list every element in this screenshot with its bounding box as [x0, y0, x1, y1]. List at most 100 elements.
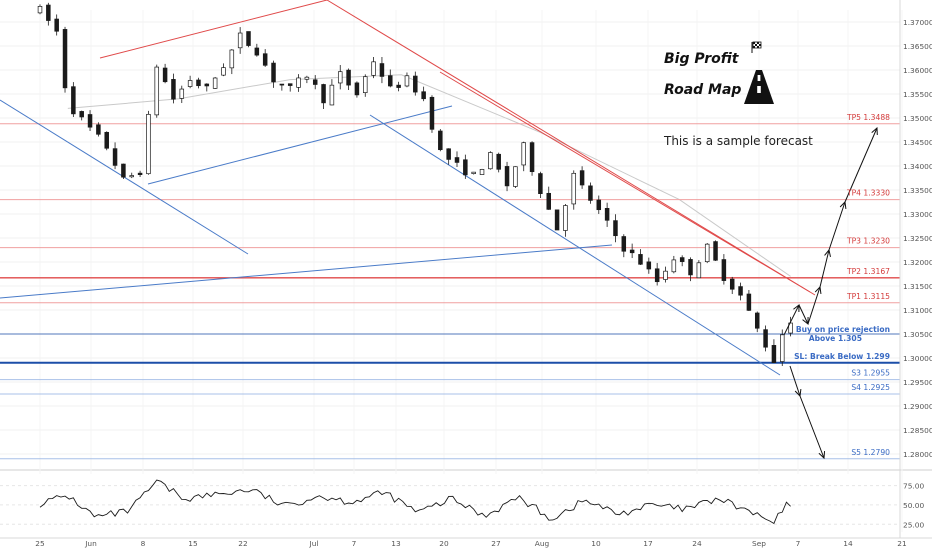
candle-body [713, 241, 718, 261]
candle-body [771, 345, 777, 364]
candle-body [546, 192, 551, 210]
candle-body [296, 77, 301, 88]
candle-body [354, 82, 360, 96]
candle-body [304, 76, 310, 80]
level-label-tp5: TP5 1.3488 [846, 113, 890, 122]
candle-body [46, 4, 51, 21]
rsi-series-line [39, 479, 791, 525]
candle-body [262, 53, 268, 66]
candle-body [663, 270, 668, 280]
trendline [0, 244, 613, 299]
price-chart-pane[interactable]: TP5 1.3488 TP4 1.3330 TP3 1.3230 TP2 1.3167… [0, 0, 932, 532]
candle-body [413, 75, 418, 93]
level-label-s5: S5 1.2790 [851, 448, 890, 457]
candle-body [379, 63, 385, 77]
brand-title-line1: Big Profit [664, 51, 740, 67]
x-tick-label: 10 [591, 539, 601, 548]
y-tick-label: 1.30500 [903, 330, 932, 339]
candle-body [337, 71, 343, 84]
candle-body [671, 259, 677, 273]
grid-lines [0, 10, 932, 532]
forecast-arrow [807, 286, 821, 325]
y-tick-label: 1.31000 [903, 306, 932, 315]
level-label-s3: S3 1.2955 [851, 369, 890, 378]
candle-body [646, 261, 652, 270]
forecast-arrow [783, 304, 800, 336]
candle-body [571, 172, 577, 205]
level-label-s4: S4 1.2925 [851, 383, 890, 392]
y-tick-label: 1.33000 [903, 210, 932, 219]
candle-body [579, 170, 585, 186]
candle-body [504, 166, 510, 187]
moving-average-line [67, 74, 791, 277]
candle-body [329, 84, 335, 106]
trendline [147, 105, 453, 185]
candle-body [613, 220, 618, 237]
road-icon [744, 70, 774, 104]
level-label-tp3: TP3 1.3230 [846, 237, 890, 246]
level-labels: TP5 1.3488 TP4 1.3330 TP3 1.3230 TP2 1.3167… [794, 113, 890, 457]
forecast-arrowhead [818, 450, 826, 460]
candle-body [196, 79, 201, 87]
candlesticks [37, 2, 793, 366]
forecast-arrow [799, 395, 825, 459]
candle-body [312, 79, 318, 85]
candle-body [363, 76, 368, 93]
candle-body [246, 31, 251, 46]
x-tick-label: 13 [391, 539, 401, 548]
y-tick-label: 1.28000 [903, 450, 932, 459]
forecast-arrow [844, 127, 878, 203]
candle-body [321, 84, 326, 104]
candle-body [638, 254, 643, 265]
price-levels [0, 123, 900, 460]
x-tick-label: 25 [35, 539, 45, 548]
brand-title-line2: Road Map [664, 82, 741, 98]
x-tick-label: 8 [141, 539, 146, 548]
candle-body [421, 91, 426, 100]
candle-body [287, 83, 293, 86]
candle-body [654, 268, 660, 283]
candle-body [446, 148, 451, 160]
candle-body [521, 142, 526, 166]
forecast-arrowhead [871, 126, 878, 136]
y-tick-label: 1.32500 [903, 234, 932, 243]
forecast-arrow [798, 304, 809, 325]
y-tick-label: 1.28500 [903, 426, 932, 435]
rsi-tick-label: 25.00 [903, 520, 924, 529]
forecast-arrow [819, 249, 830, 288]
forecast-arrow [828, 201, 846, 251]
candle-body [87, 114, 93, 128]
candle-body [538, 173, 543, 194]
candle-body [187, 80, 193, 87]
candle-body [754, 312, 760, 329]
candle-body [146, 113, 151, 175]
level-label-sl: SL: Break Below 1.299 [794, 352, 890, 361]
candle-body [463, 159, 468, 176]
rsi-pane[interactable] [0, 474, 900, 532]
candle-body [629, 249, 635, 254]
y-tick-label: 1.37000 [903, 18, 932, 27]
x-tick-label: 14 [843, 539, 853, 548]
candle-body [171, 79, 176, 100]
candle-body [229, 49, 235, 69]
y-tick-label: 1.34000 [903, 162, 932, 171]
candle-body [604, 208, 610, 221]
candle-body [404, 75, 410, 87]
x-tick-label: Jun [84, 539, 97, 548]
candle-body [79, 111, 84, 118]
x-tick-label: 7 [796, 539, 801, 548]
rsi-grid [0, 485, 900, 525]
y-tick-label: 1.30000 [903, 354, 932, 363]
candle-body [746, 293, 752, 311]
x-tick-label: 15 [188, 539, 198, 548]
y-tick-label: 1.29500 [903, 378, 932, 387]
level-label-tp2: TP2 1.3167 [846, 267, 890, 276]
time-axis[interactable]: 25 Jun 8 15 22 Jul 7 13 20 27 Aug 10 17 24 Sep 7 14 21 [0, 537, 932, 548]
candle-body [154, 66, 160, 116]
forecast-note: This is a sample forecast [663, 134, 813, 148]
x-tick-label: 27 [491, 539, 501, 548]
candle-body [129, 175, 134, 178]
candle-body [137, 172, 143, 175]
price-axis[interactable]: 1.37000 1.36500 1.36000 1.35500 1.35000 1.345… [899, 0, 932, 538]
